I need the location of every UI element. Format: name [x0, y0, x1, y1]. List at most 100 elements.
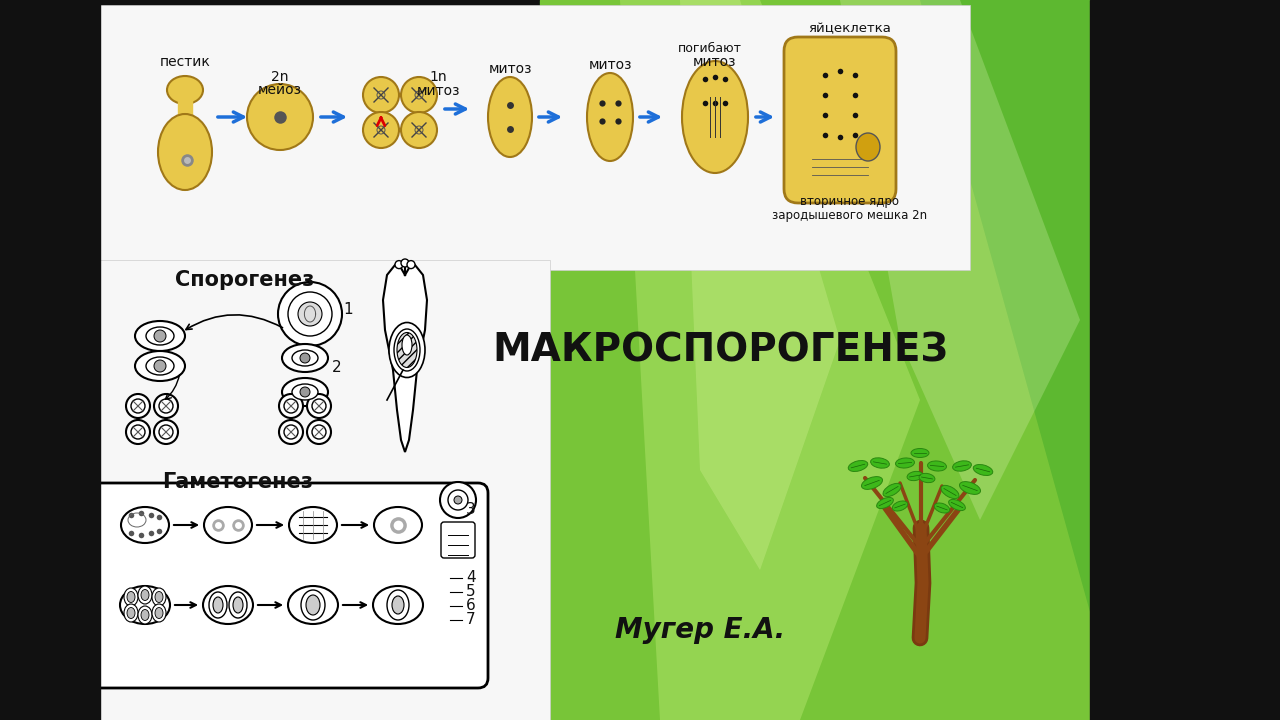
Ellipse shape: [229, 592, 247, 618]
Text: 6: 6: [466, 598, 476, 613]
Ellipse shape: [301, 590, 325, 620]
Bar: [100, 5, 970, 270]
Text: яйцеклетка: яйцеклетка: [809, 22, 891, 35]
Ellipse shape: [952, 461, 972, 471]
Circle shape: [278, 282, 342, 346]
Ellipse shape: [307, 420, 332, 444]
Text: 2: 2: [333, 361, 342, 376]
Ellipse shape: [152, 588, 166, 606]
Ellipse shape: [292, 350, 317, 366]
Ellipse shape: [284, 399, 298, 413]
Text: митоз: митоз: [416, 84, 460, 98]
Ellipse shape: [157, 114, 212, 190]
Bar: [90, 260, 550, 720]
Ellipse shape: [401, 77, 436, 113]
Ellipse shape: [141, 610, 148, 621]
Ellipse shape: [282, 378, 328, 406]
Ellipse shape: [134, 321, 186, 351]
Ellipse shape: [247, 84, 314, 150]
Ellipse shape: [397, 333, 417, 367]
Ellipse shape: [166, 76, 204, 104]
Text: Мугер Е.А.: Мугер Е.А.: [614, 616, 785, 644]
Circle shape: [396, 261, 403, 269]
Ellipse shape: [306, 595, 320, 615]
Ellipse shape: [155, 608, 163, 618]
Ellipse shape: [284, 425, 298, 439]
Ellipse shape: [282, 344, 328, 372]
Ellipse shape: [233, 597, 243, 613]
Ellipse shape: [392, 596, 404, 614]
Text: пестик: пестик: [160, 55, 210, 69]
Ellipse shape: [141, 590, 148, 600]
Text: погибают: погибают: [678, 42, 742, 55]
Ellipse shape: [159, 425, 173, 439]
Ellipse shape: [154, 420, 178, 444]
Ellipse shape: [928, 461, 946, 471]
Circle shape: [298, 302, 323, 326]
Bar: [540, 0, 1280, 720]
Text: МАКРОСПОРОГЕНЕЗ: МАКРОСПОРОГЕНЕЗ: [492, 331, 948, 369]
Ellipse shape: [146, 327, 174, 345]
Ellipse shape: [138, 586, 152, 604]
Text: 1: 1: [343, 302, 353, 317]
Ellipse shape: [131, 399, 145, 413]
Ellipse shape: [279, 420, 303, 444]
Ellipse shape: [212, 597, 223, 613]
Ellipse shape: [131, 425, 145, 439]
Text: 2n: 2n: [271, 70, 289, 84]
Ellipse shape: [372, 586, 422, 624]
Ellipse shape: [146, 357, 174, 375]
Ellipse shape: [870, 458, 890, 468]
Ellipse shape: [288, 586, 338, 624]
Ellipse shape: [134, 351, 186, 381]
Ellipse shape: [374, 507, 422, 543]
Text: Спорогенез: Спорогенез: [175, 270, 315, 290]
Ellipse shape: [124, 588, 138, 606]
Ellipse shape: [127, 592, 134, 603]
Ellipse shape: [877, 498, 893, 508]
Ellipse shape: [312, 399, 326, 413]
Bar: [178, 85, 192, 127]
Ellipse shape: [896, 458, 914, 468]
Ellipse shape: [389, 323, 425, 377]
Ellipse shape: [849, 461, 868, 472]
Circle shape: [154, 360, 166, 372]
Ellipse shape: [125, 420, 150, 444]
Ellipse shape: [960, 482, 980, 495]
Ellipse shape: [588, 73, 634, 161]
Text: митоз: митоз: [488, 62, 531, 76]
Ellipse shape: [204, 586, 253, 624]
Ellipse shape: [124, 604, 138, 622]
Text: 1n: 1n: [429, 70, 447, 84]
Ellipse shape: [312, 425, 326, 439]
Ellipse shape: [279, 394, 303, 418]
Ellipse shape: [948, 500, 965, 510]
Ellipse shape: [152, 604, 166, 622]
Circle shape: [440, 482, 476, 518]
Ellipse shape: [127, 608, 134, 618]
Ellipse shape: [154, 394, 178, 418]
Ellipse shape: [908, 472, 923, 481]
Ellipse shape: [120, 586, 170, 624]
Ellipse shape: [159, 399, 173, 413]
Ellipse shape: [861, 477, 882, 490]
Ellipse shape: [934, 503, 950, 513]
Ellipse shape: [204, 507, 252, 543]
FancyBboxPatch shape: [783, 37, 896, 203]
Text: вторичное ядро: вторичное ядро: [800, 196, 900, 209]
Ellipse shape: [973, 464, 993, 475]
Ellipse shape: [883, 483, 901, 497]
FancyBboxPatch shape: [88, 483, 488, 688]
Circle shape: [288, 292, 332, 336]
Ellipse shape: [387, 590, 410, 620]
Text: 3: 3: [466, 503, 476, 518]
Ellipse shape: [488, 77, 532, 157]
Circle shape: [300, 387, 310, 397]
Text: митоз: митоз: [694, 55, 737, 69]
Circle shape: [407, 261, 415, 269]
Bar: [1091, 0, 1280, 720]
Polygon shape: [540, 0, 1120, 720]
FancyBboxPatch shape: [442, 522, 475, 558]
Ellipse shape: [292, 384, 317, 400]
Circle shape: [154, 330, 166, 342]
